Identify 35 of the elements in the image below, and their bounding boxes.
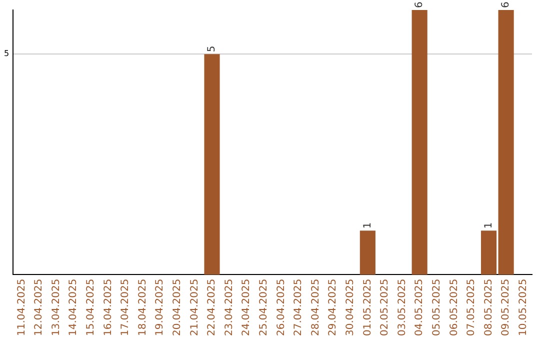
x-tick-label: 19.04.2025: [154, 278, 166, 336]
x-tick-label: 07.05.2025: [466, 278, 478, 336]
x-tick-label: 13.04.2025: [50, 278, 62, 336]
x-tick-label: 09.05.2025: [500, 278, 512, 336]
x-tick-label: 04.05.2025: [414, 278, 426, 336]
x-tick-label: 24.04.2025: [241, 278, 252, 336]
x-tick-label: 06.05.2025: [448, 278, 460, 336]
x-tick-label: 17.04.2025: [120, 278, 132, 336]
x-tick-label: 30.04.2025: [344, 278, 356, 336]
x-tick-label: 26.04.2025: [276, 278, 287, 336]
x-tick-label: 10.05.2025: [518, 278, 529, 336]
x-tick-label: 12.04.2025: [34, 278, 45, 336]
x-tick-label: 05.05.2025: [431, 278, 442, 336]
x-tick-label: 03.05.2025: [396, 278, 408, 336]
x-tick-label: 01.05.2025: [362, 278, 374, 336]
data-label: 1: [362, 222, 374, 229]
x-tick-label: 21.04.2025: [189, 278, 200, 336]
data-label: 6: [500, 2, 512, 8]
x-tick-label: 29.04.2025: [328, 278, 339, 336]
x-tick-label: 14.04.2025: [68, 278, 80, 336]
x-tick-label: 23.04.2025: [224, 278, 235, 336]
data-label: 6: [414, 2, 426, 8]
x-tick-label: 25.04.2025: [258, 278, 270, 336]
x-tick-label: 28.04.2025: [310, 278, 322, 336]
x-tick-label: 15.04.2025: [86, 278, 97, 336]
x-tick-label: 27.04.2025: [293, 278, 304, 336]
data-label: 1: [483, 222, 494, 229]
x-tick-label: 16.04.2025: [102, 278, 114, 336]
x-tick-label: 08.05.2025: [483, 278, 494, 336]
x-tick-label: 20.04.2025: [172, 278, 184, 336]
x-tick-label: 11.04.2025: [16, 278, 28, 336]
data-label: 5: [206, 46, 218, 52]
x-tick-label: 18.04.2025: [137, 278, 148, 336]
x-tick-label: 22.04.2025: [206, 278, 218, 336]
x-tick-label: 02.05.2025: [380, 278, 391, 336]
